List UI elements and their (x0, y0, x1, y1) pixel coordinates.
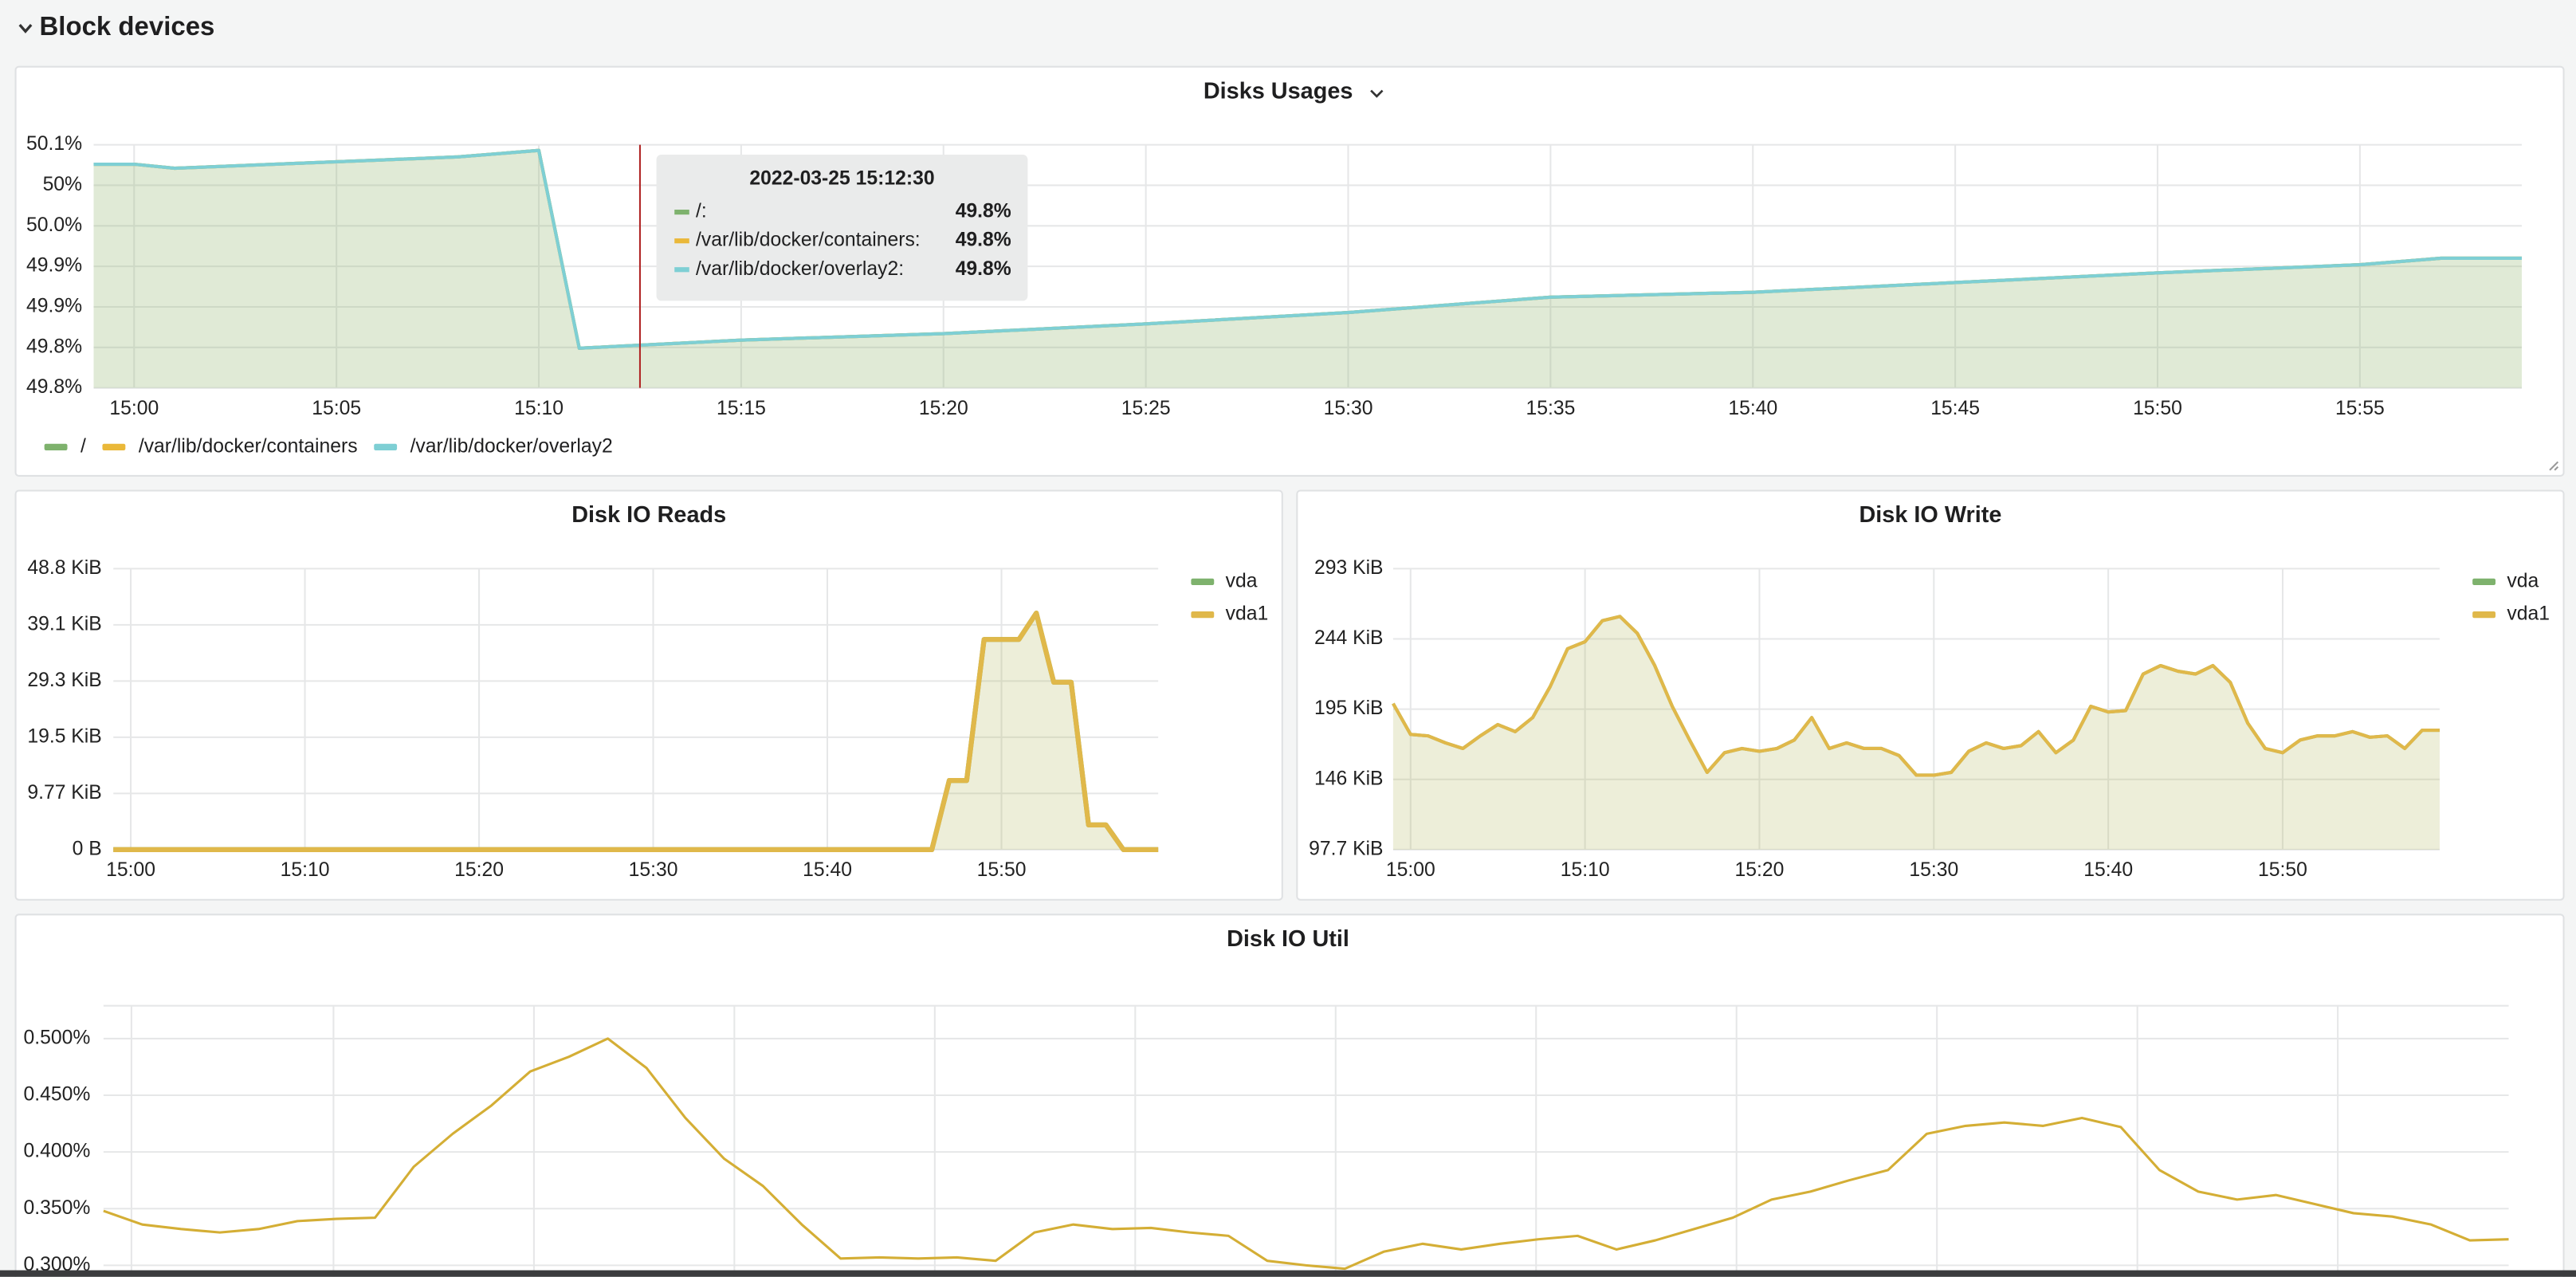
x-tick-label: 15:40 (2083, 859, 2133, 881)
legend-label: /var/lib/docker/containers (139, 435, 358, 457)
y-tick-label: 146 KiB (1314, 768, 1384, 789)
y-tick-label: 0.500% (24, 1027, 91, 1048)
x-tick-label: 15:25 (1121, 398, 1171, 419)
series-area (93, 150, 2522, 388)
legend-label: vda (1226, 570, 1258, 591)
x-tick-label: 15:00 (1386, 859, 1435, 881)
x-tick-label: 15:30 (629, 859, 678, 881)
tooltip-box (656, 154, 1028, 301)
legend-swatch (2472, 578, 2496, 586)
legend-swatch (1191, 611, 1215, 619)
y-tick-label: 97.7 KiB (1309, 838, 1383, 859)
x-tick-label: 15:20 (1735, 859, 1785, 881)
y-tick-label: 48.8 KiB (27, 557, 101, 579)
series-line (103, 1037, 2509, 1271)
collapse-chevron[interactable] (18, 24, 33, 33)
panel-title: Disk IO Util (1227, 926, 1349, 952)
y-tick-label: 0.350% (24, 1197, 91, 1219)
x-tick-label: 15:10 (1561, 859, 1610, 881)
series-area (93, 150, 2522, 388)
y-tick-label: 50% (43, 174, 82, 195)
legend-swatch (374, 443, 398, 450)
legend-label: /var/lib/docker/overlay2 (410, 435, 613, 457)
title-chevron (1370, 89, 1384, 98)
legend-label: vda1 (1226, 603, 1269, 625)
panel-title: Disks Usages (1204, 78, 1353, 104)
x-tick-label: 15:35 (1526, 398, 1575, 419)
y-tick-label: 49.8% (26, 336, 82, 357)
section-title[interactable]: Block devices (39, 11, 214, 41)
tooltip-value: 49.8% (956, 230, 1011, 251)
legend-swatch (44, 443, 68, 450)
x-tick-label: 15:00 (106, 859, 155, 881)
x-tick-label: 15:05 (312, 398, 361, 419)
bottom-bar (0, 1270, 2576, 1277)
series-line (93, 148, 2522, 350)
tooltip-value: 49.8% (956, 201, 1011, 222)
y-tick-label: 50.0% (26, 214, 82, 236)
y-tick-label: 50.1% (26, 133, 82, 155)
series-area (1392, 616, 2440, 850)
y-tick-label: 0.450% (24, 1084, 91, 1106)
x-tick-label: 15:55 (2335, 398, 2385, 419)
tooltip-swatch (674, 210, 689, 215)
x-tick-label: 15:50 (977, 859, 1027, 881)
panel (14, 489, 1283, 901)
y-tick-label: 9.77 KiB (27, 782, 101, 804)
y-tick-label: 29.3 KiB (27, 670, 101, 691)
y-tick-label: 0.400% (24, 1141, 91, 1162)
tooltip-name: /: (696, 201, 707, 222)
y-tick-label: 49.9% (26, 296, 82, 317)
y-tick-label: 49.8% (26, 376, 82, 398)
panel-title: Disk IO Reads (571, 502, 726, 528)
y-tick-label: 49.9% (26, 255, 82, 277)
x-tick-label: 15:40 (1728, 398, 1777, 419)
y-tick-label: 19.5 KiB (27, 725, 101, 747)
tooltip-swatch (674, 238, 689, 244)
x-tick-label: 15:50 (2133, 398, 2182, 419)
series-area (1392, 616, 2440, 850)
x-tick-label: 15:50 (2258, 859, 2307, 881)
series-line (1392, 615, 2440, 777)
legend-swatch (102, 443, 126, 450)
y-tick-label: 293 KiB (1314, 557, 1384, 579)
tooltip-name: /var/lib/docker/overlay2: (696, 258, 904, 280)
y-tick-label: 244 KiB (1314, 627, 1384, 649)
x-tick-label: 15:15 (717, 398, 766, 419)
x-tick-label: 15:10 (514, 398, 564, 419)
tooltip-time: 2022-03-25 15:12:30 (749, 167, 934, 189)
tooltip-name: /var/lib/docker/containers: (696, 230, 921, 251)
y-tick-label: 0 B (73, 838, 102, 859)
x-tick-label: 15:40 (803, 859, 852, 881)
series-area (113, 613, 1159, 850)
panel (14, 65, 2565, 477)
legend-label: vda (2507, 570, 2539, 591)
tooltip-value: 49.8% (956, 258, 1011, 280)
x-tick-label: 15:10 (281, 859, 330, 881)
x-tick-label: 15:45 (1930, 398, 1980, 419)
resize-handle[interactable] (2549, 461, 2559, 471)
x-tick-label: 15:00 (109, 398, 159, 419)
legend-swatch (1191, 578, 1215, 586)
x-tick-label: 15:20 (919, 398, 968, 419)
panel-title: Disk IO Write (1859, 502, 2001, 528)
series-area (93, 150, 2522, 388)
panel (1296, 489, 2565, 901)
util-vertical-grid (103, 1004, 2509, 1277)
series-line (113, 611, 1159, 852)
x-tick-label: 15:20 (454, 859, 504, 881)
y-tick-label: 195 KiB (1314, 697, 1384, 719)
x-tick-label: 15:30 (1324, 398, 1373, 419)
x-tick-label: 15:30 (1909, 859, 1958, 881)
legend-label: / (80, 435, 86, 457)
y-tick-label: 39.1 KiB (27, 613, 101, 635)
legend-swatch (2472, 611, 2496, 619)
tooltip-swatch (674, 267, 689, 273)
legend-label: vda1 (2507, 603, 2550, 625)
series-area (113, 613, 1159, 850)
